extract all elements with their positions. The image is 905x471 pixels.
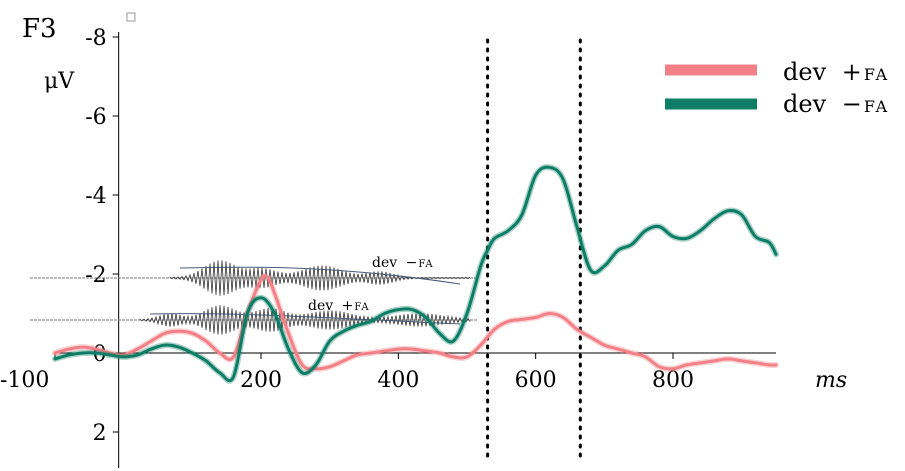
inset-label-top: dev −FA	[372, 255, 434, 271]
series-line-dev-plus-fa	[53, 274, 778, 371]
vertical-markers	[486, 38, 582, 464]
y-unit-label: μV	[44, 69, 75, 94]
y-tick-label: -6	[85, 105, 106, 130]
panel-label: F3	[22, 14, 57, 44]
x-unit-label: ms	[815, 368, 847, 393]
y-tick-label: -4	[85, 184, 106, 209]
stimulus-waveform-inset: dev −FA dev +FA	[30, 255, 478, 335]
series-line-dev-minus-fa	[53, 165, 778, 383]
pitch-contour-top	[179, 266, 461, 285]
x-tick-label: 400	[377, 368, 419, 393]
pitch-contour-bottom	[149, 313, 461, 325]
legend-label-dev-plus-fa: dev + FA	[783, 58, 889, 86]
y-tick-label: -8	[85, 26, 106, 51]
y-tick-label: -2	[85, 263, 106, 288]
legend: dev + FA dev − FA	[665, 58, 889, 118]
x-tick-label: 800	[652, 368, 694, 393]
inset-label-bottom: dev +FA	[308, 298, 370, 314]
series-line-dev-plus-fa-halo	[52, 272, 779, 372]
x-tick-label: 200	[240, 368, 282, 393]
series-lines	[52, 164, 779, 384]
x-tick-label: 600	[515, 368, 557, 393]
y-ticks: -8-6-4-202	[85, 26, 119, 446]
axis-top-marker	[126, 12, 136, 22]
y-tick-label: 2	[93, 421, 107, 446]
x-tick-label: -100	[0, 368, 49, 393]
axes	[55, 12, 776, 468]
legend-label-dev-minus-fa: dev − FA	[783, 90, 889, 118]
x-ticks: -100 200 400 600 800	[0, 353, 694, 393]
